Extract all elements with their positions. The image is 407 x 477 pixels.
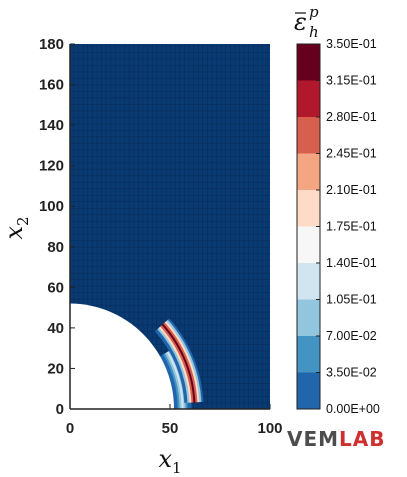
x-tick-label: 100 bbox=[257, 420, 282, 437]
y-tick-label: 120 bbox=[39, 158, 64, 175]
colorbar-segment bbox=[297, 80, 320, 117]
shear-band-arc bbox=[160, 323, 196, 403]
svg-text:ε: ε bbox=[294, 8, 307, 36]
shear-bands bbox=[155, 318, 204, 409]
shear-band-arc bbox=[160, 354, 178, 409]
y-axis-title: x2 bbox=[0, 216, 32, 239]
y-tick-label: 100 bbox=[39, 198, 64, 215]
colorbar-tick-label: 3.50E-02 bbox=[326, 366, 377, 380]
shear-band-arc bbox=[166, 318, 204, 403]
x-tick-label: 0 bbox=[66, 420, 74, 437]
y-ticks: 0 20 40 60 80 100 120 140 160 180 bbox=[39, 36, 75, 418]
shear-band-arc bbox=[155, 329, 188, 403]
colorbar-segment bbox=[297, 263, 320, 300]
y-tick-label: 20 bbox=[47, 360, 64, 377]
colorbar-tick-label: 7.00E-02 bbox=[326, 329, 377, 343]
x-axis-title: x1 bbox=[158, 445, 181, 477]
x-ticks: 0 50 100 bbox=[66, 404, 283, 437]
shear-band-arc bbox=[162, 322, 198, 403]
colorbar-segment bbox=[297, 44, 320, 81]
y-tick-label: 60 bbox=[47, 279, 64, 296]
vemlab-logo: VEMLAB bbox=[287, 427, 386, 451]
shear-band-arc bbox=[157, 326, 192, 403]
x-tick-label: 50 bbox=[162, 420, 179, 437]
svg-text:VEMLAB: VEMLAB bbox=[287, 427, 386, 451]
colorbar-segment bbox=[297, 299, 320, 336]
colorbar-segment bbox=[297, 190, 320, 227]
shear-band-arc bbox=[167, 350, 186, 409]
colorbar-tick-label: 1.05E-01 bbox=[326, 293, 377, 307]
colorbar: 0.00E+00 3.50E-02 7.00E-02 1.05E-01 1.40E-01… bbox=[296, 37, 380, 416]
shear-band-arc bbox=[165, 351, 184, 409]
svg-text:h: h bbox=[309, 23, 319, 41]
y-tick-label: 140 bbox=[39, 117, 64, 134]
colorbar-tick-label: 2.10E-01 bbox=[326, 183, 377, 197]
colorbar-tick-label: 1.75E-01 bbox=[326, 220, 377, 234]
colorbar-tick-label: 3.15E-01 bbox=[326, 74, 377, 88]
shear-band-arc bbox=[163, 321, 200, 403]
colorbar-segment bbox=[297, 117, 320, 154]
shear-band-arc bbox=[165, 319, 202, 403]
y-tick-label: 80 bbox=[47, 239, 64, 256]
y-tick-label: 180 bbox=[39, 36, 64, 53]
colorbar-tick-label: 0.00E+00 bbox=[326, 402, 380, 416]
circular-hole bbox=[70, 303, 174, 409]
colorbar-tick-label: 3.50E-01 bbox=[326, 37, 377, 51]
shear-band-arc bbox=[162, 353, 180, 409]
y-tick-label: 0 bbox=[56, 401, 64, 418]
colorbar-segment bbox=[297, 336, 320, 373]
axes: 0 50 100 0 20 40 60 80 100 120 140 160 180 bbox=[39, 36, 283, 437]
shear-band-arc bbox=[163, 352, 182, 409]
y-tick-label: 40 bbox=[47, 320, 64, 337]
shear-band-arc bbox=[156, 327, 190, 403]
shear-band-arc bbox=[159, 325, 194, 403]
colorbar-segment bbox=[297, 226, 320, 263]
colorbar-tick-label: 2.80E-01 bbox=[326, 110, 377, 124]
colorbar-tick-label: 2.45E-01 bbox=[326, 147, 377, 161]
plot-area bbox=[70, 44, 270, 409]
colorbar-title: ε p h bbox=[294, 3, 319, 41]
y-tick-label: 160 bbox=[39, 77, 64, 94]
colorbar-tick-label: 1.40E-01 bbox=[326, 256, 377, 270]
colorbar-segment bbox=[297, 372, 320, 409]
colorbar-segment bbox=[297, 153, 320, 190]
svg-text:p: p bbox=[309, 3, 319, 21]
